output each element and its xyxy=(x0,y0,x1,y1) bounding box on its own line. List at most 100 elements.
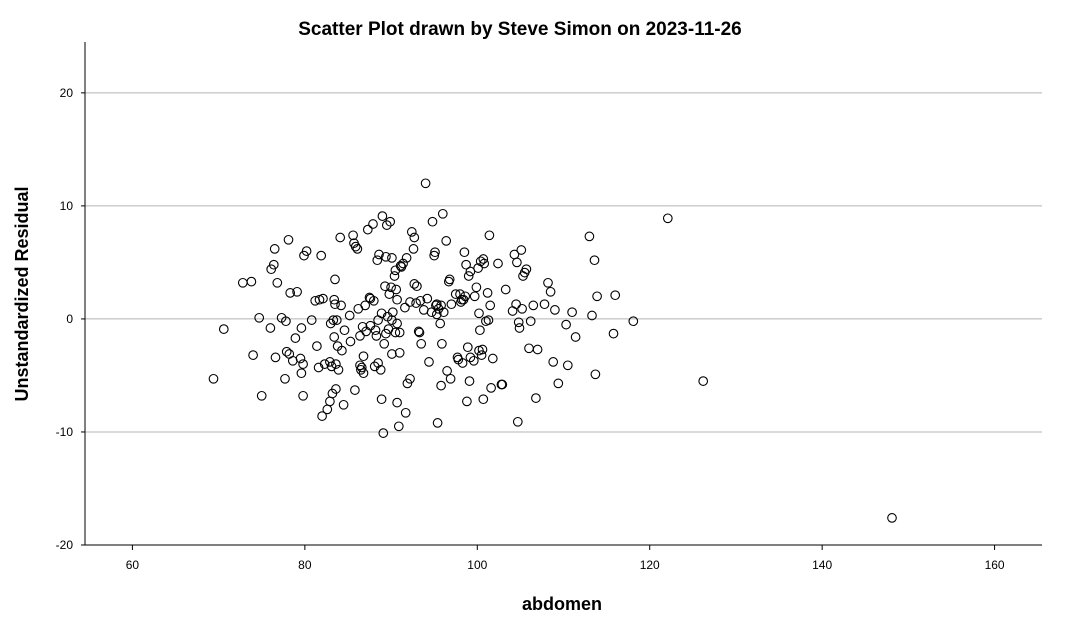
scatter-point xyxy=(391,284,402,295)
scatter-point xyxy=(592,291,602,302)
scatter-point xyxy=(368,219,378,229)
gridlines xyxy=(85,92,1042,433)
scatter-point xyxy=(482,288,493,298)
scatter-point xyxy=(436,380,446,391)
scatter-point xyxy=(281,316,291,327)
scatter-point xyxy=(270,352,281,363)
scatter-point xyxy=(395,260,406,271)
scatter-point xyxy=(292,286,302,297)
scatter-point xyxy=(413,326,424,337)
scatter-point xyxy=(398,258,408,269)
x-tick-label: 100 xyxy=(467,558,487,572)
scatter-point xyxy=(493,258,503,269)
y-tick-label: 0 xyxy=(66,312,73,326)
scatter-point xyxy=(376,308,387,319)
scatter-point xyxy=(256,390,267,401)
scatter-point xyxy=(553,378,564,389)
scatter-point xyxy=(532,344,543,355)
scatter-point xyxy=(384,289,395,299)
scatter-point xyxy=(497,379,508,390)
scatter-point xyxy=(587,310,597,321)
scatter-point xyxy=(459,247,470,258)
scatter-point xyxy=(475,325,485,336)
scatter-point xyxy=(296,323,307,333)
scatter-point xyxy=(306,315,317,325)
scatter-point xyxy=(628,316,639,327)
scatter-point xyxy=(473,263,483,273)
scatter-point xyxy=(539,299,550,310)
scatter-point xyxy=(422,293,433,304)
scatter-point xyxy=(350,385,360,395)
scatter-point xyxy=(389,271,400,281)
scatter-point xyxy=(325,396,335,407)
scatter-point xyxy=(371,331,382,341)
scatter-point xyxy=(272,277,283,288)
scatter-point xyxy=(254,312,265,323)
scatter-point xyxy=(386,282,396,293)
scatter-point xyxy=(394,327,405,338)
scatter-point xyxy=(393,421,404,432)
scatter-point xyxy=(468,355,479,366)
scatter-point xyxy=(365,320,376,331)
y-tick-label: -10 xyxy=(56,425,74,439)
scatter-point xyxy=(471,282,482,293)
scatter-point xyxy=(331,315,342,325)
scatter-point xyxy=(392,318,402,329)
scatter-point xyxy=(887,513,897,523)
scatter-point xyxy=(313,362,324,373)
scatter-point xyxy=(330,274,340,285)
scatter-point xyxy=(415,295,426,306)
scatter-point xyxy=(355,360,365,371)
scatter-point xyxy=(412,281,422,292)
scatter-point xyxy=(381,220,392,230)
scatter-point xyxy=(474,308,484,319)
scatter-point xyxy=(387,349,397,359)
scatter-point xyxy=(385,216,396,227)
scatter-point xyxy=(444,274,455,285)
y-tick-label: 20 xyxy=(60,86,74,100)
scatter-point xyxy=(208,373,219,384)
scatter-point xyxy=(511,299,521,310)
x-tick-label: 120 xyxy=(640,558,660,572)
scatter-point xyxy=(401,253,412,263)
scatter-point xyxy=(298,390,308,401)
axes xyxy=(84,42,1042,546)
scatter-point xyxy=(433,303,444,314)
scatter-point xyxy=(561,319,571,330)
scatter-point xyxy=(298,359,308,369)
scatter-point xyxy=(431,299,442,310)
scatter-point xyxy=(325,318,336,329)
scatter-point xyxy=(344,310,355,321)
scatter-point xyxy=(331,359,341,369)
scatter-point xyxy=(465,352,476,363)
scatter-point xyxy=(406,227,417,237)
scatter-point xyxy=(333,364,344,375)
scatter-point xyxy=(437,208,448,219)
scatter-point xyxy=(438,307,449,318)
scatter-point xyxy=(445,373,456,384)
scatter-point xyxy=(409,279,420,289)
scatter-point xyxy=(420,178,431,189)
scatter-point xyxy=(381,251,391,262)
scatter-point xyxy=(387,253,397,263)
scatter-point xyxy=(328,315,339,325)
scatter-point xyxy=(437,338,447,349)
scatter-point xyxy=(283,234,294,245)
scatter-point xyxy=(402,378,413,389)
scatter-point xyxy=(512,416,523,427)
scatter-point xyxy=(446,299,457,310)
scatter-point xyxy=(479,258,490,269)
scatter-point xyxy=(521,264,532,275)
scatter-point xyxy=(478,394,489,405)
scatter-point xyxy=(390,327,401,338)
scatter-point xyxy=(430,247,440,258)
scatter-point xyxy=(484,230,495,241)
scatter-point xyxy=(380,281,390,292)
scatter-point xyxy=(487,353,498,364)
scatter-point xyxy=(427,216,438,227)
scatter-point xyxy=(431,309,442,320)
scatter-point xyxy=(513,317,524,328)
scatter-point xyxy=(394,347,405,358)
scatter-point xyxy=(377,211,388,221)
chart-title: Scatter Plot drawn by Steve Simon on 202… xyxy=(298,19,742,40)
